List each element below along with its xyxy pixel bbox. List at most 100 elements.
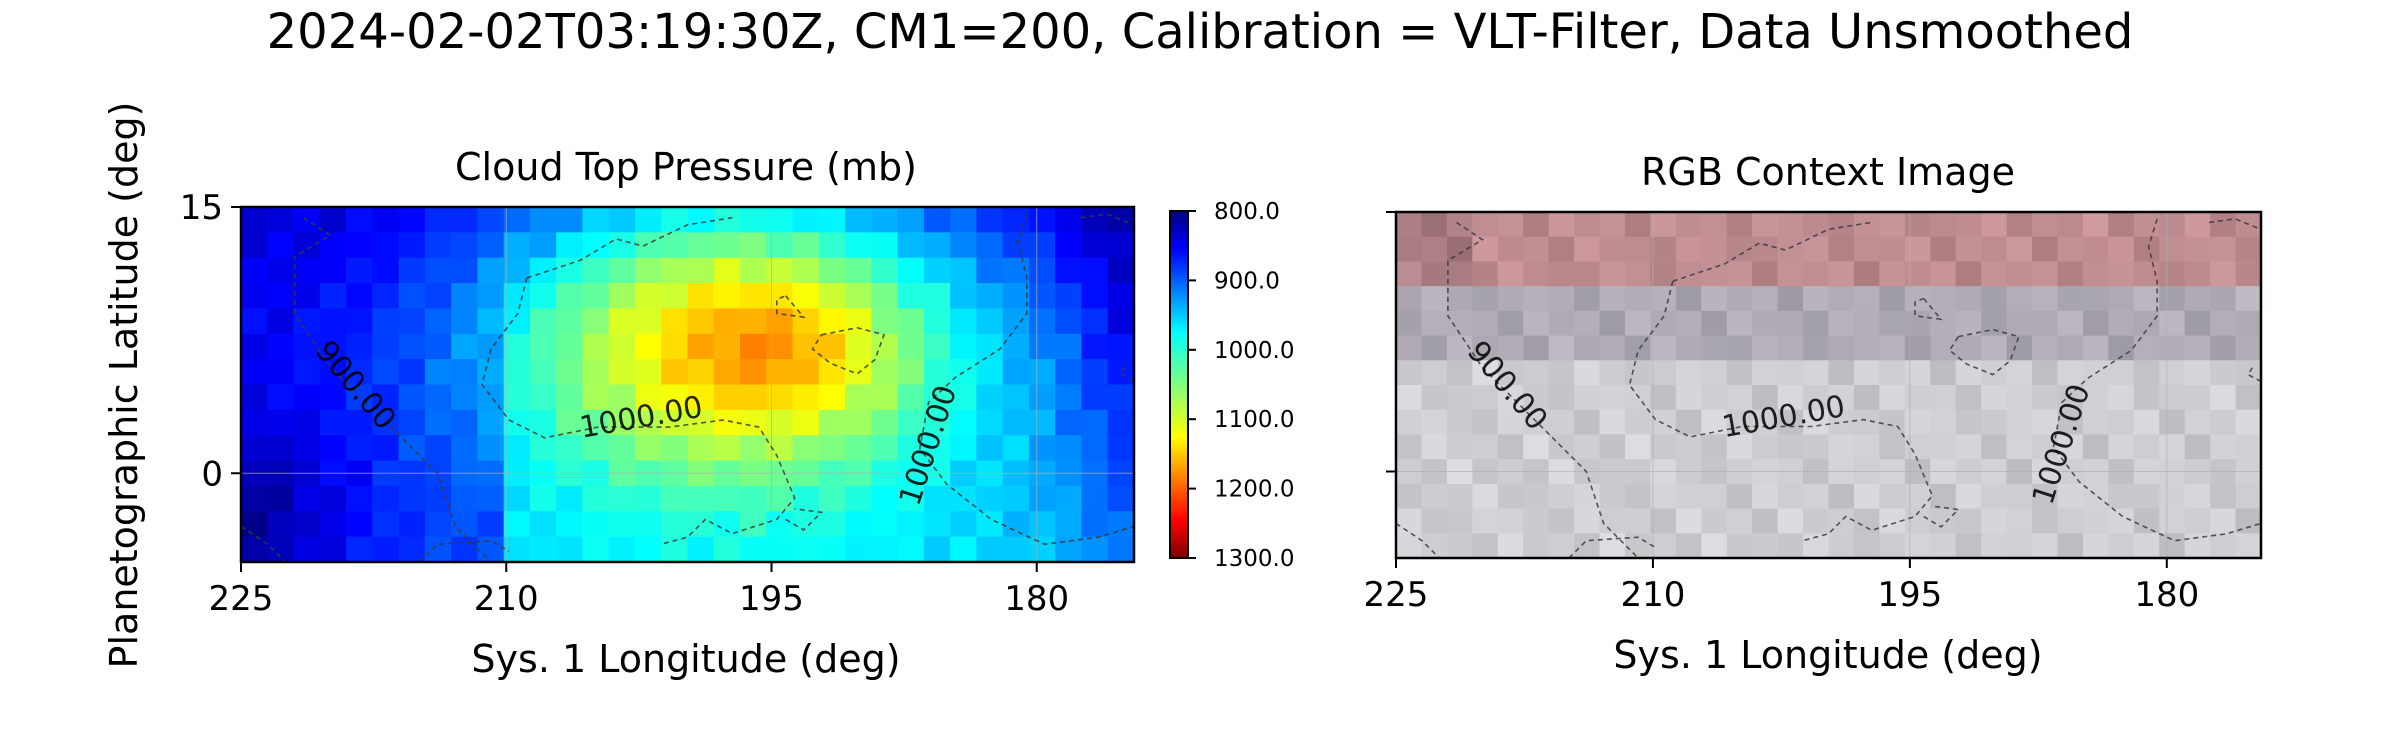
heatmap-cell [1981, 409, 2008, 436]
heatmap-cell [871, 232, 899, 259]
heatmap-cell [2210, 335, 2237, 361]
heatmap-cell [293, 257, 321, 284]
heatmap-cell [1523, 236, 1550, 263]
heatmap-cell [556, 435, 584, 462]
heatmap-cell [1574, 335, 1601, 361]
heatmap-cell [319, 308, 347, 335]
heatmap-cell [451, 384, 478, 411]
colorbar-tick-label: 1100.0 [1214, 407, 1294, 433]
heatmap-cell [1930, 483, 1957, 510]
heatmap-cell [1599, 335, 1626, 361]
heatmap-cell [1548, 310, 1575, 337]
heatmap-cell [1055, 359, 1083, 386]
heatmap-cell [372, 257, 400, 284]
heatmap-cell [1497, 212, 1524, 238]
heatmap-cell [267, 308, 295, 335]
heatmap-cell [503, 308, 531, 335]
heatmap-cell [1650, 310, 1677, 337]
heatmap-cell [1396, 409, 1423, 436]
heatmap-cell [319, 207, 347, 233]
heatmap-cell [1599, 310, 1626, 337]
heatmap-cell [241, 511, 268, 538]
colorbar-ticks: 800.0 900.0 1000.0 1100.0 1200.0 1300.0 [1188, 199, 1294, 572]
heatmap-cell [2057, 533, 2084, 558]
heatmap-cell [1421, 434, 1448, 460]
heatmap-cell [319, 333, 347, 360]
heatmap-cell [1828, 286, 1855, 312]
heatmap-cell [1930, 508, 1957, 534]
heatmap-cell [1853, 261, 1880, 287]
heatmap-cell [1472, 508, 1499, 534]
heatmap-cell [1853, 533, 1880, 558]
heatmap-cell [766, 435, 794, 462]
heatmap-cell [2133, 533, 2160, 558]
x-tick-label: 180 [1004, 579, 1069, 619]
heatmap-cell [608, 207, 636, 233]
heatmap-cell [1396, 335, 1423, 361]
heatmap-cell [923, 359, 951, 386]
heatmap-cell [1828, 385, 1855, 411]
heatmap-cell [608, 359, 636, 386]
heatmap-cell [1803, 434, 1830, 460]
heatmap-cell [818, 409, 846, 436]
heatmap-cell [1853, 385, 1880, 411]
heatmap-cell [319, 359, 347, 386]
heatmap-cell [845, 511, 872, 538]
heatmap-cell [503, 536, 531, 562]
heatmap-cell [2108, 483, 2135, 510]
heatmap-cell [1523, 212, 1550, 238]
heatmap-cell [1081, 409, 1109, 436]
heatmap-cell [451, 435, 478, 462]
heatmap-cell [2082, 533, 2109, 558]
heatmap-cell [1446, 533, 1473, 558]
heatmap-cell [766, 511, 794, 538]
heatmap-cell [1879, 409, 1906, 436]
heatmap-cell [1930, 236, 1957, 263]
heatmap-cell [792, 308, 820, 335]
heatmap-cell [1624, 286, 1652, 312]
heatmap-cell [241, 308, 268, 335]
heatmap-cell [1650, 409, 1677, 436]
heatmap-cell [2108, 236, 2135, 263]
heatmap-cell [1421, 236, 1448, 263]
colorbar-gradient [1169, 210, 1189, 559]
left-x-ticks: 225 210 195 180 [209, 562, 1069, 619]
heatmap-cell [1955, 434, 1982, 460]
heatmap-cell [687, 359, 715, 386]
heatmap-cell [976, 207, 1004, 233]
heatmap-cell [1650, 385, 1677, 411]
heatmap-cell [241, 333, 268, 360]
heatmap-cell [267, 283, 295, 310]
heatmap-cell [1396, 286, 1423, 312]
heatmap-cell [1904, 212, 1931, 238]
heatmap-cell [2159, 508, 2186, 534]
heatmap-cell [2235, 261, 2261, 287]
heatmap-cell [608, 308, 636, 335]
rgb-image [1396, 212, 2261, 558]
heatmap-cell [608, 232, 636, 259]
contour-line [526, 216, 733, 279]
heatmap-cell [2006, 385, 2033, 411]
heatmap-cell [1752, 360, 1779, 386]
contour-line [1948, 328, 2020, 376]
heatmap-cell [2210, 533, 2237, 558]
heatmap-cell [1446, 385, 1473, 411]
grid-lines [1396, 212, 2261, 558]
x-tick-label: 180 [2134, 575, 2199, 615]
heatmap-cell [2133, 508, 2160, 534]
heatmap-cell [1675, 409, 1702, 436]
heatmap-cell [845, 283, 872, 310]
heatmap-cell [818, 308, 846, 335]
heatmap-cell [556, 207, 584, 233]
heatmap-cell [1930, 434, 1957, 460]
heatmap-cell [792, 207, 820, 233]
x-tick-label: 195 [1877, 575, 1942, 615]
heatmap-cell [346, 308, 373, 335]
heatmap-cell [2133, 409, 2160, 436]
contour-line [1447, 221, 1639, 558]
heatmap-cell [818, 485, 846, 512]
contour-line [1923, 505, 1961, 528]
heatmap-cell [241, 359, 268, 386]
heatmap-cell [398, 485, 426, 512]
heatmap-cell [871, 359, 899, 386]
